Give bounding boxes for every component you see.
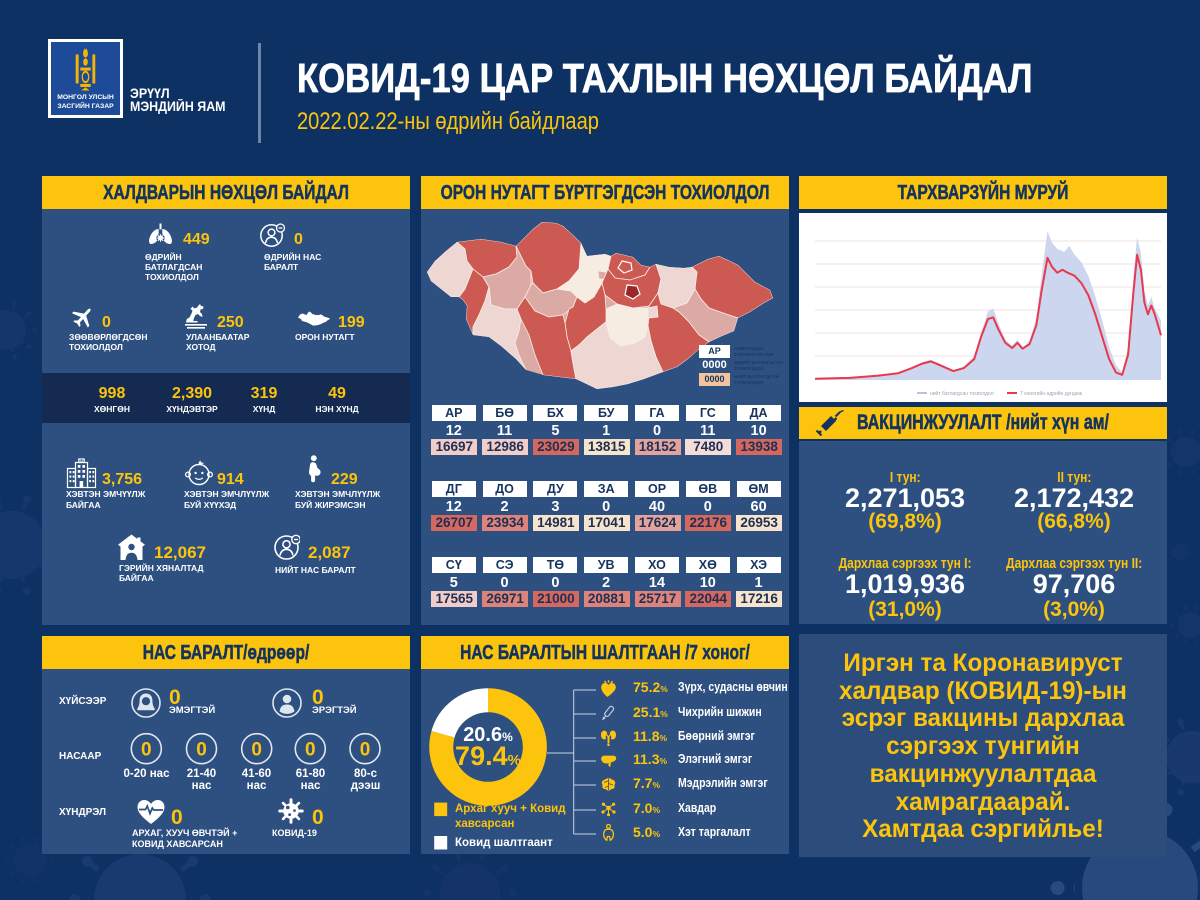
svg-text:0: 0 [360,740,371,761]
svg-text:0: 0 [251,740,262,761]
svg-text:7 хоногийн өдрийн дундаж: 7 хоногийн өдрийн дундаж [1020,390,1083,397]
svg-text:0: 0 [141,740,152,761]
svg-text:нийт батлагдсан тохиолдол: нийт батлагдсан тохиолдол [930,390,994,397]
svg-text:79.4%: 79.4% [455,741,521,771]
svg-text:20.6%: 20.6% [463,724,513,746]
svg-text:0: 0 [305,740,316,761]
svg-text:0: 0 [196,740,207,761]
svg-text:H: H [80,459,83,463]
